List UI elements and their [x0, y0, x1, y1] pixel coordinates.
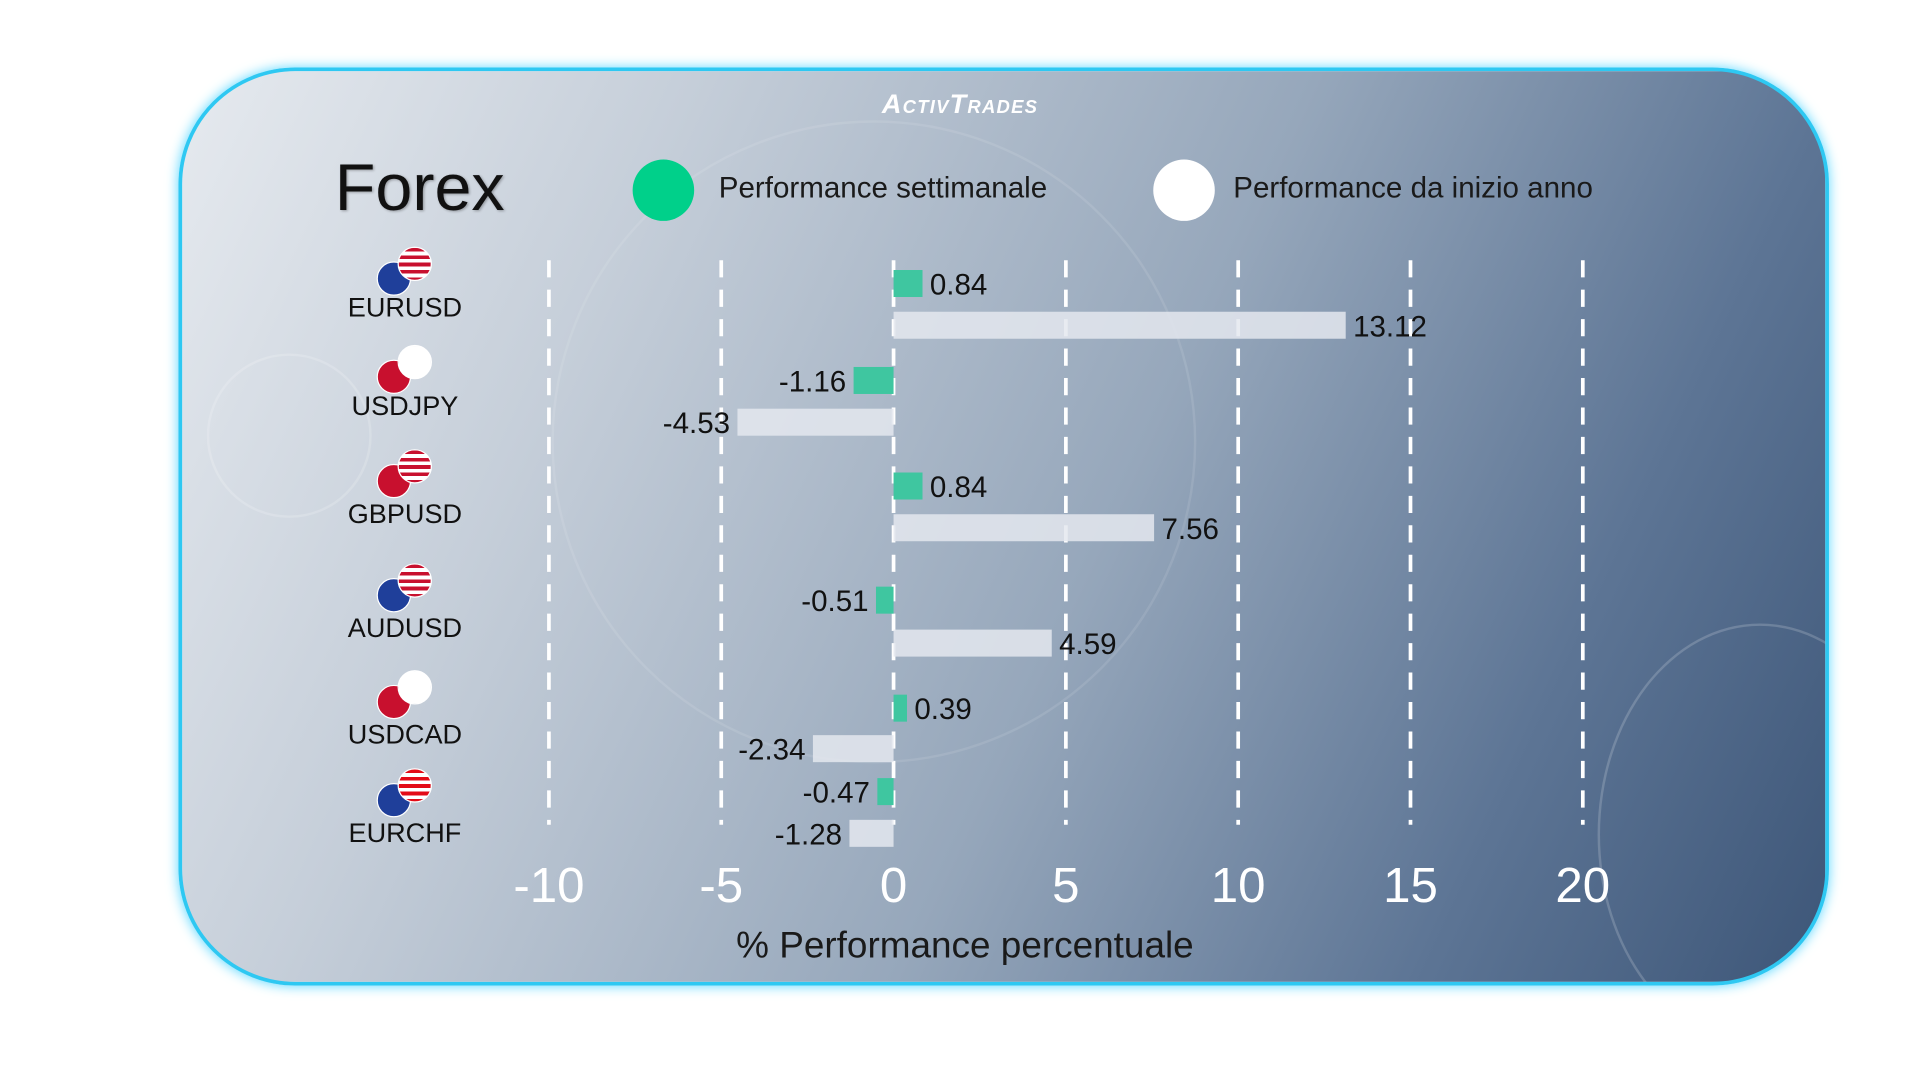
- quote-currency-flag-icon: [397, 344, 433, 380]
- bar-value-label: -4.53: [663, 407, 730, 440]
- currency-pair-label: AUDUSD: [347, 612, 463, 644]
- bar-value-label: 0.84: [930, 269, 987, 302]
- currency-pair-label: USDCAD: [347, 719, 463, 750]
- x-axis-label: % Performance percentuale: [736, 924, 1194, 965]
- ytd-bar: [812, 735, 894, 763]
- bar-value-label: -0.47: [803, 777, 870, 810]
- quote-currency-flag-icon: [397, 563, 433, 598]
- bar-value-label: -1.28: [775, 818, 842, 851]
- bar-value-label: 13.12: [1353, 310, 1427, 343]
- weekly-bar: [875, 586, 894, 614]
- x-tick-label: 10: [1211, 858, 1266, 913]
- bar-value-label: -2.34: [738, 734, 805, 767]
- currency-pair-label: EURCHF: [348, 817, 462, 849]
- quote-currency-flag-icon: [397, 768, 433, 803]
- x-tick-label: 20: [1555, 858, 1610, 913]
- ytd-bar: [893, 311, 1346, 339]
- ytd-bar: [893, 514, 1155, 542]
- weekly-bar: [877, 778, 894, 806]
- currency-pair-label: EURUSD: [347, 292, 463, 323]
- x-tick-label: 15: [1383, 858, 1438, 913]
- weekly-bar: [893, 694, 908, 722]
- ytd-bar: [893, 629, 1052, 657]
- ytd-bar: [737, 408, 894, 436]
- weekly-bar: [893, 270, 923, 298]
- x-tick-label: 0: [880, 858, 907, 913]
- weekly-bar: [893, 472, 923, 500]
- bar-value-label: -1.16: [779, 366, 846, 399]
- ytd-bar: [849, 819, 894, 847]
- bar-value-label: 4.59: [1059, 628, 1116, 661]
- quote-currency-flag-icon: [397, 449, 433, 484]
- activtrades-logo: ActivTrades: [881, 88, 1039, 120]
- x-tick-label: 5: [1052, 858, 1079, 913]
- currency-pair-label: GBPUSD: [347, 498, 463, 529]
- currency-pair-label: USDJPY: [351, 390, 459, 421]
- x-tick-label: -10: [513, 858, 584, 913]
- bar-value-label: 7.56: [1161, 513, 1218, 546]
- bar-value-label: -0.51: [801, 585, 868, 618]
- quote-currency-flag-icon: [397, 670, 433, 705]
- quote-currency-flag-icon: [397, 246, 433, 282]
- legend-ytd-marker: [1153, 159, 1215, 221]
- legend-weekly-marker: [632, 159, 695, 221]
- chart-title: Forex: [334, 150, 505, 225]
- x-tick-label: -5: [699, 858, 743, 913]
- bar-value-label: 0.84: [930, 471, 987, 504]
- weekly-bar: [853, 366, 894, 394]
- bar-value-label: 0.39: [914, 693, 971, 726]
- legend-ytd-label: Performance da inizio anno: [1233, 171, 1593, 205]
- legend-weekly-label: Performance settimanale: [718, 171, 1048, 205]
